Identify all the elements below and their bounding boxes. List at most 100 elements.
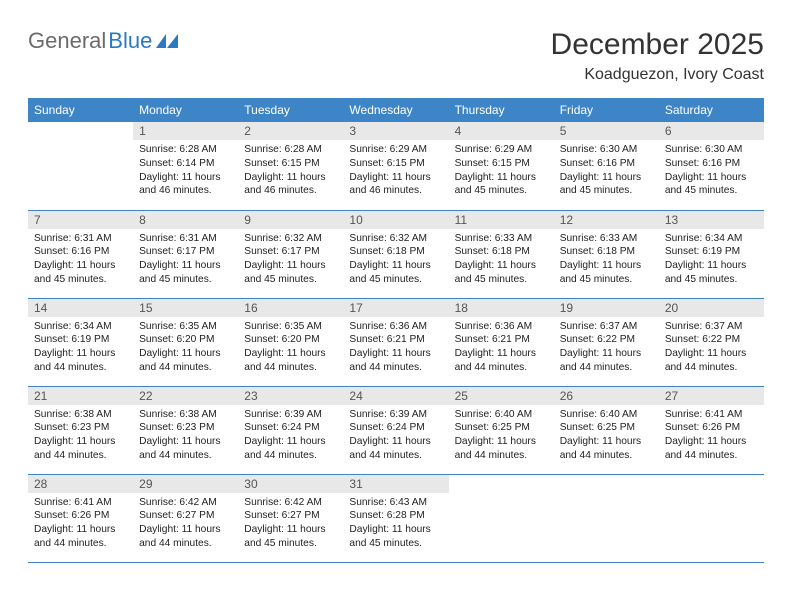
calendar-cell: 15Sunrise: 6:35 AMSunset: 6:20 PMDayligh… xyxy=(133,298,238,386)
daylight-line: Daylight: 11 hours and 44 minutes. xyxy=(244,435,337,463)
sunrise-line: Sunrise: 6:33 AM xyxy=(455,232,548,246)
day-number: 9 xyxy=(238,211,343,229)
day-body: Sunrise: 6:34 AMSunset: 6:19 PMDaylight:… xyxy=(659,229,764,292)
weekday-header: Sunday xyxy=(28,98,133,122)
daylight-line: Daylight: 11 hours and 45 minutes. xyxy=(455,259,548,287)
day-number: 6 xyxy=(659,122,764,140)
sunset-line: Sunset: 6:27 PM xyxy=(139,509,232,523)
page-title: December 2025 xyxy=(551,28,764,62)
calendar-week-row: 21Sunrise: 6:38 AMSunset: 6:23 PMDayligh… xyxy=(28,386,764,474)
weekday-header: Saturday xyxy=(659,98,764,122)
day-number: 23 xyxy=(238,387,343,405)
calendar-week-row: 7Sunrise: 6:31 AMSunset: 6:16 PMDaylight… xyxy=(28,210,764,298)
weekday-header: Tuesday xyxy=(238,98,343,122)
sunrise-line: Sunrise: 6:41 AM xyxy=(665,408,758,422)
sunset-line: Sunset: 6:16 PM xyxy=(34,245,127,259)
sunset-line: Sunset: 6:23 PM xyxy=(34,421,127,435)
calendar-cell: 2Sunrise: 6:28 AMSunset: 6:15 PMDaylight… xyxy=(238,122,343,210)
calendar-page: GeneralBlue December 2025 Koadguezon, Iv… xyxy=(0,0,792,575)
calendar-cell xyxy=(554,474,659,562)
calendar-head: SundayMondayTuesdayWednesdayThursdayFrid… xyxy=(28,98,764,122)
daylight-line: Daylight: 11 hours and 45 minutes. xyxy=(34,259,127,287)
calendar-week-row: 1Sunrise: 6:28 AMSunset: 6:14 PMDaylight… xyxy=(28,122,764,210)
day-number: 18 xyxy=(449,299,554,317)
day-number: 13 xyxy=(659,211,764,229)
sunrise-line: Sunrise: 6:33 AM xyxy=(560,232,653,246)
sunset-line: Sunset: 6:16 PM xyxy=(665,157,758,171)
sunrise-line: Sunrise: 6:35 AM xyxy=(139,320,232,334)
calendar-cell: 19Sunrise: 6:37 AMSunset: 6:22 PMDayligh… xyxy=(554,298,659,386)
day-number: 25 xyxy=(449,387,554,405)
calendar-cell: 3Sunrise: 6:29 AMSunset: 6:15 PMDaylight… xyxy=(343,122,448,210)
daylight-line: Daylight: 11 hours and 46 minutes. xyxy=(349,171,442,199)
sunrise-line: Sunrise: 6:29 AM xyxy=(349,143,442,157)
daylight-line: Daylight: 11 hours and 44 minutes. xyxy=(560,347,653,375)
weekday-header: Monday xyxy=(133,98,238,122)
day-body: Sunrise: 6:35 AMSunset: 6:20 PMDaylight:… xyxy=(238,317,343,380)
day-body: Sunrise: 6:30 AMSunset: 6:16 PMDaylight:… xyxy=(554,140,659,203)
day-body: Sunrise: 6:36 AMSunset: 6:21 PMDaylight:… xyxy=(343,317,448,380)
calendar-cell: 5Sunrise: 6:30 AMSunset: 6:16 PMDaylight… xyxy=(554,122,659,210)
sunrise-line: Sunrise: 6:39 AM xyxy=(349,408,442,422)
daylight-line: Daylight: 11 hours and 44 minutes. xyxy=(244,347,337,375)
calendar-cell: 11Sunrise: 6:33 AMSunset: 6:18 PMDayligh… xyxy=(449,210,554,298)
calendar-cell: 29Sunrise: 6:42 AMSunset: 6:27 PMDayligh… xyxy=(133,474,238,562)
sunset-line: Sunset: 6:21 PM xyxy=(349,333,442,347)
daylight-line: Daylight: 11 hours and 45 minutes. xyxy=(349,259,442,287)
title-block: December 2025 Koadguezon, Ivory Coast xyxy=(551,28,764,84)
sunset-line: Sunset: 6:25 PM xyxy=(560,421,653,435)
daylight-line: Daylight: 11 hours and 44 minutes. xyxy=(34,347,127,375)
day-body: Sunrise: 6:38 AMSunset: 6:23 PMDaylight:… xyxy=(133,405,238,468)
calendar-cell: 6Sunrise: 6:30 AMSunset: 6:16 PMDaylight… xyxy=(659,122,764,210)
daylight-line: Daylight: 11 hours and 44 minutes. xyxy=(455,435,548,463)
sunset-line: Sunset: 6:20 PM xyxy=(139,333,232,347)
sunset-line: Sunset: 6:14 PM xyxy=(139,157,232,171)
daylight-line: Daylight: 11 hours and 46 minutes. xyxy=(139,171,232,199)
sunset-line: Sunset: 6:23 PM xyxy=(139,421,232,435)
sunset-line: Sunset: 6:18 PM xyxy=(560,245,653,259)
calendar-cell: 30Sunrise: 6:42 AMSunset: 6:27 PMDayligh… xyxy=(238,474,343,562)
day-number: 10 xyxy=(343,211,448,229)
weekday-header: Friday xyxy=(554,98,659,122)
sunset-line: Sunset: 6:25 PM xyxy=(455,421,548,435)
sunset-line: Sunset: 6:22 PM xyxy=(560,333,653,347)
day-body: Sunrise: 6:41 AMSunset: 6:26 PMDaylight:… xyxy=(28,493,133,556)
calendar-cell xyxy=(28,122,133,210)
sunrise-line: Sunrise: 6:32 AM xyxy=(244,232,337,246)
weekday-header: Thursday xyxy=(449,98,554,122)
day-number: 22 xyxy=(133,387,238,405)
logo-text-general: General xyxy=(28,28,106,54)
day-number: 8 xyxy=(133,211,238,229)
day-body: Sunrise: 6:42 AMSunset: 6:27 PMDaylight:… xyxy=(133,493,238,556)
logo-text-blue: Blue xyxy=(108,28,152,54)
sunset-line: Sunset: 6:20 PM xyxy=(244,333,337,347)
sunset-line: Sunset: 6:18 PM xyxy=(349,245,442,259)
daylight-line: Daylight: 11 hours and 44 minutes. xyxy=(665,347,758,375)
sunset-line: Sunset: 6:28 PM xyxy=(349,509,442,523)
day-body: Sunrise: 6:42 AMSunset: 6:27 PMDaylight:… xyxy=(238,493,343,556)
day-number: 26 xyxy=(554,387,659,405)
daylight-line: Daylight: 11 hours and 45 minutes. xyxy=(349,523,442,551)
day-body: Sunrise: 6:30 AMSunset: 6:16 PMDaylight:… xyxy=(659,140,764,203)
sunset-line: Sunset: 6:19 PM xyxy=(665,245,758,259)
calendar-cell: 1Sunrise: 6:28 AMSunset: 6:14 PMDaylight… xyxy=(133,122,238,210)
sunset-line: Sunset: 6:26 PM xyxy=(34,509,127,523)
sunrise-line: Sunrise: 6:31 AM xyxy=(139,232,232,246)
day-number: 11 xyxy=(449,211,554,229)
calendar-cell: 23Sunrise: 6:39 AMSunset: 6:24 PMDayligh… xyxy=(238,386,343,474)
sunset-line: Sunset: 6:22 PM xyxy=(665,333,758,347)
daylight-line: Daylight: 11 hours and 44 minutes. xyxy=(34,435,127,463)
calendar-cell: 8Sunrise: 6:31 AMSunset: 6:17 PMDaylight… xyxy=(133,210,238,298)
calendar-cell: 12Sunrise: 6:33 AMSunset: 6:18 PMDayligh… xyxy=(554,210,659,298)
sunset-line: Sunset: 6:15 PM xyxy=(244,157,337,171)
day-number: 4 xyxy=(449,122,554,140)
sunset-line: Sunset: 6:17 PM xyxy=(139,245,232,259)
daylight-line: Daylight: 11 hours and 44 minutes. xyxy=(349,435,442,463)
sunset-line: Sunset: 6:24 PM xyxy=(244,421,337,435)
day-body: Sunrise: 6:36 AMSunset: 6:21 PMDaylight:… xyxy=(449,317,554,380)
day-body: Sunrise: 6:37 AMSunset: 6:22 PMDaylight:… xyxy=(554,317,659,380)
daylight-line: Daylight: 11 hours and 44 minutes. xyxy=(34,523,127,551)
daylight-line: Daylight: 11 hours and 45 minutes. xyxy=(244,259,337,287)
calendar-cell: 10Sunrise: 6:32 AMSunset: 6:18 PMDayligh… xyxy=(343,210,448,298)
sunrise-line: Sunrise: 6:34 AM xyxy=(34,320,127,334)
